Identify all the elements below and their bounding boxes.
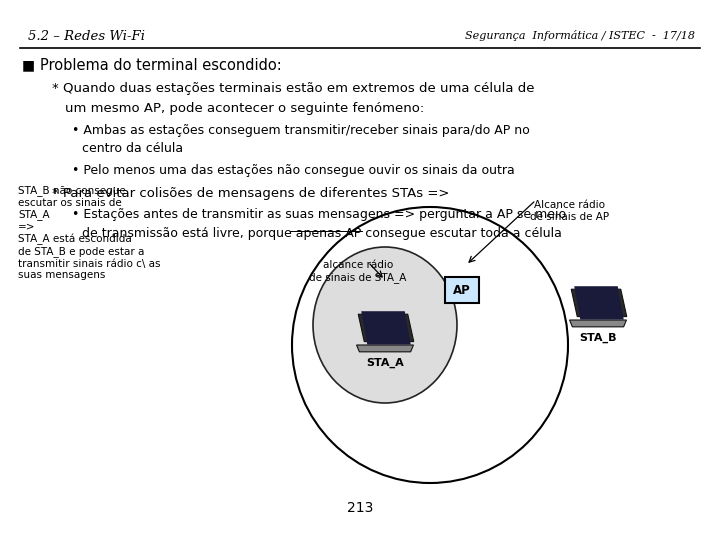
Text: centro da célula: centro da célula <box>82 142 183 155</box>
Polygon shape <box>359 314 414 342</box>
Text: AP: AP <box>453 284 471 296</box>
Text: 5.2 – Redes Wi-Fi: 5.2 – Redes Wi-Fi <box>28 30 145 43</box>
Text: STA_B: STA_B <box>580 333 617 343</box>
Text: STA_B não consegue
escutar os sinais de
STA_A
=>
STA_A está escondida
de STA_B e: STA_B não consegue escutar os sinais de … <box>18 185 161 280</box>
Polygon shape <box>356 345 413 352</box>
Text: * Para evitar colisões de mensagens de diferentes STAs =>: * Para evitar colisões de mensagens de d… <box>52 187 449 200</box>
Text: STA_A: STA_A <box>366 358 404 368</box>
Polygon shape <box>361 311 410 345</box>
Text: * Quando duas estações terminais estão em extremos de uma célula de: * Quando duas estações terminais estão e… <box>52 82 534 95</box>
FancyBboxPatch shape <box>445 277 479 303</box>
Text: Alcance rádio
de sinais de AP: Alcance rádio de sinais de AP <box>531 200 610 221</box>
Polygon shape <box>571 289 626 316</box>
Polygon shape <box>570 320 626 327</box>
Polygon shape <box>575 286 624 320</box>
Text: • Ambas as estações conseguem transmitir/receber sinais para/do AP no: • Ambas as estações conseguem transmitir… <box>72 124 530 137</box>
Text: • Estações antes de transmitir as suas mensagens => perguntar a AP se meio: • Estações antes de transmitir as suas m… <box>72 208 566 221</box>
Text: Problema do terminal escondido:: Problema do terminal escondido: <box>40 58 282 73</box>
Ellipse shape <box>313 247 457 403</box>
Text: de transmissão está livre, porque apenas AP consegue escutar toda a célula: de transmissão está livre, porque apenas… <box>82 227 562 240</box>
Text: Segurança  Informática / ISTEC  -  17/18: Segurança Informática / ISTEC - 17/18 <box>465 30 695 41</box>
Text: ■: ■ <box>22 58 35 72</box>
Text: 213: 213 <box>347 501 373 515</box>
Text: • Pelo menos uma das estações não consegue ouvir os sinais da outra: • Pelo menos uma das estações não conseg… <box>72 164 515 177</box>
Text: alcance rádio
de sinais de STA_A: alcance rádio de sinais de STA_A <box>310 260 407 282</box>
Text: um mesmo AP, pode acontecer o seguinte fenómeno:: um mesmo AP, pode acontecer o seguinte f… <box>65 102 424 115</box>
